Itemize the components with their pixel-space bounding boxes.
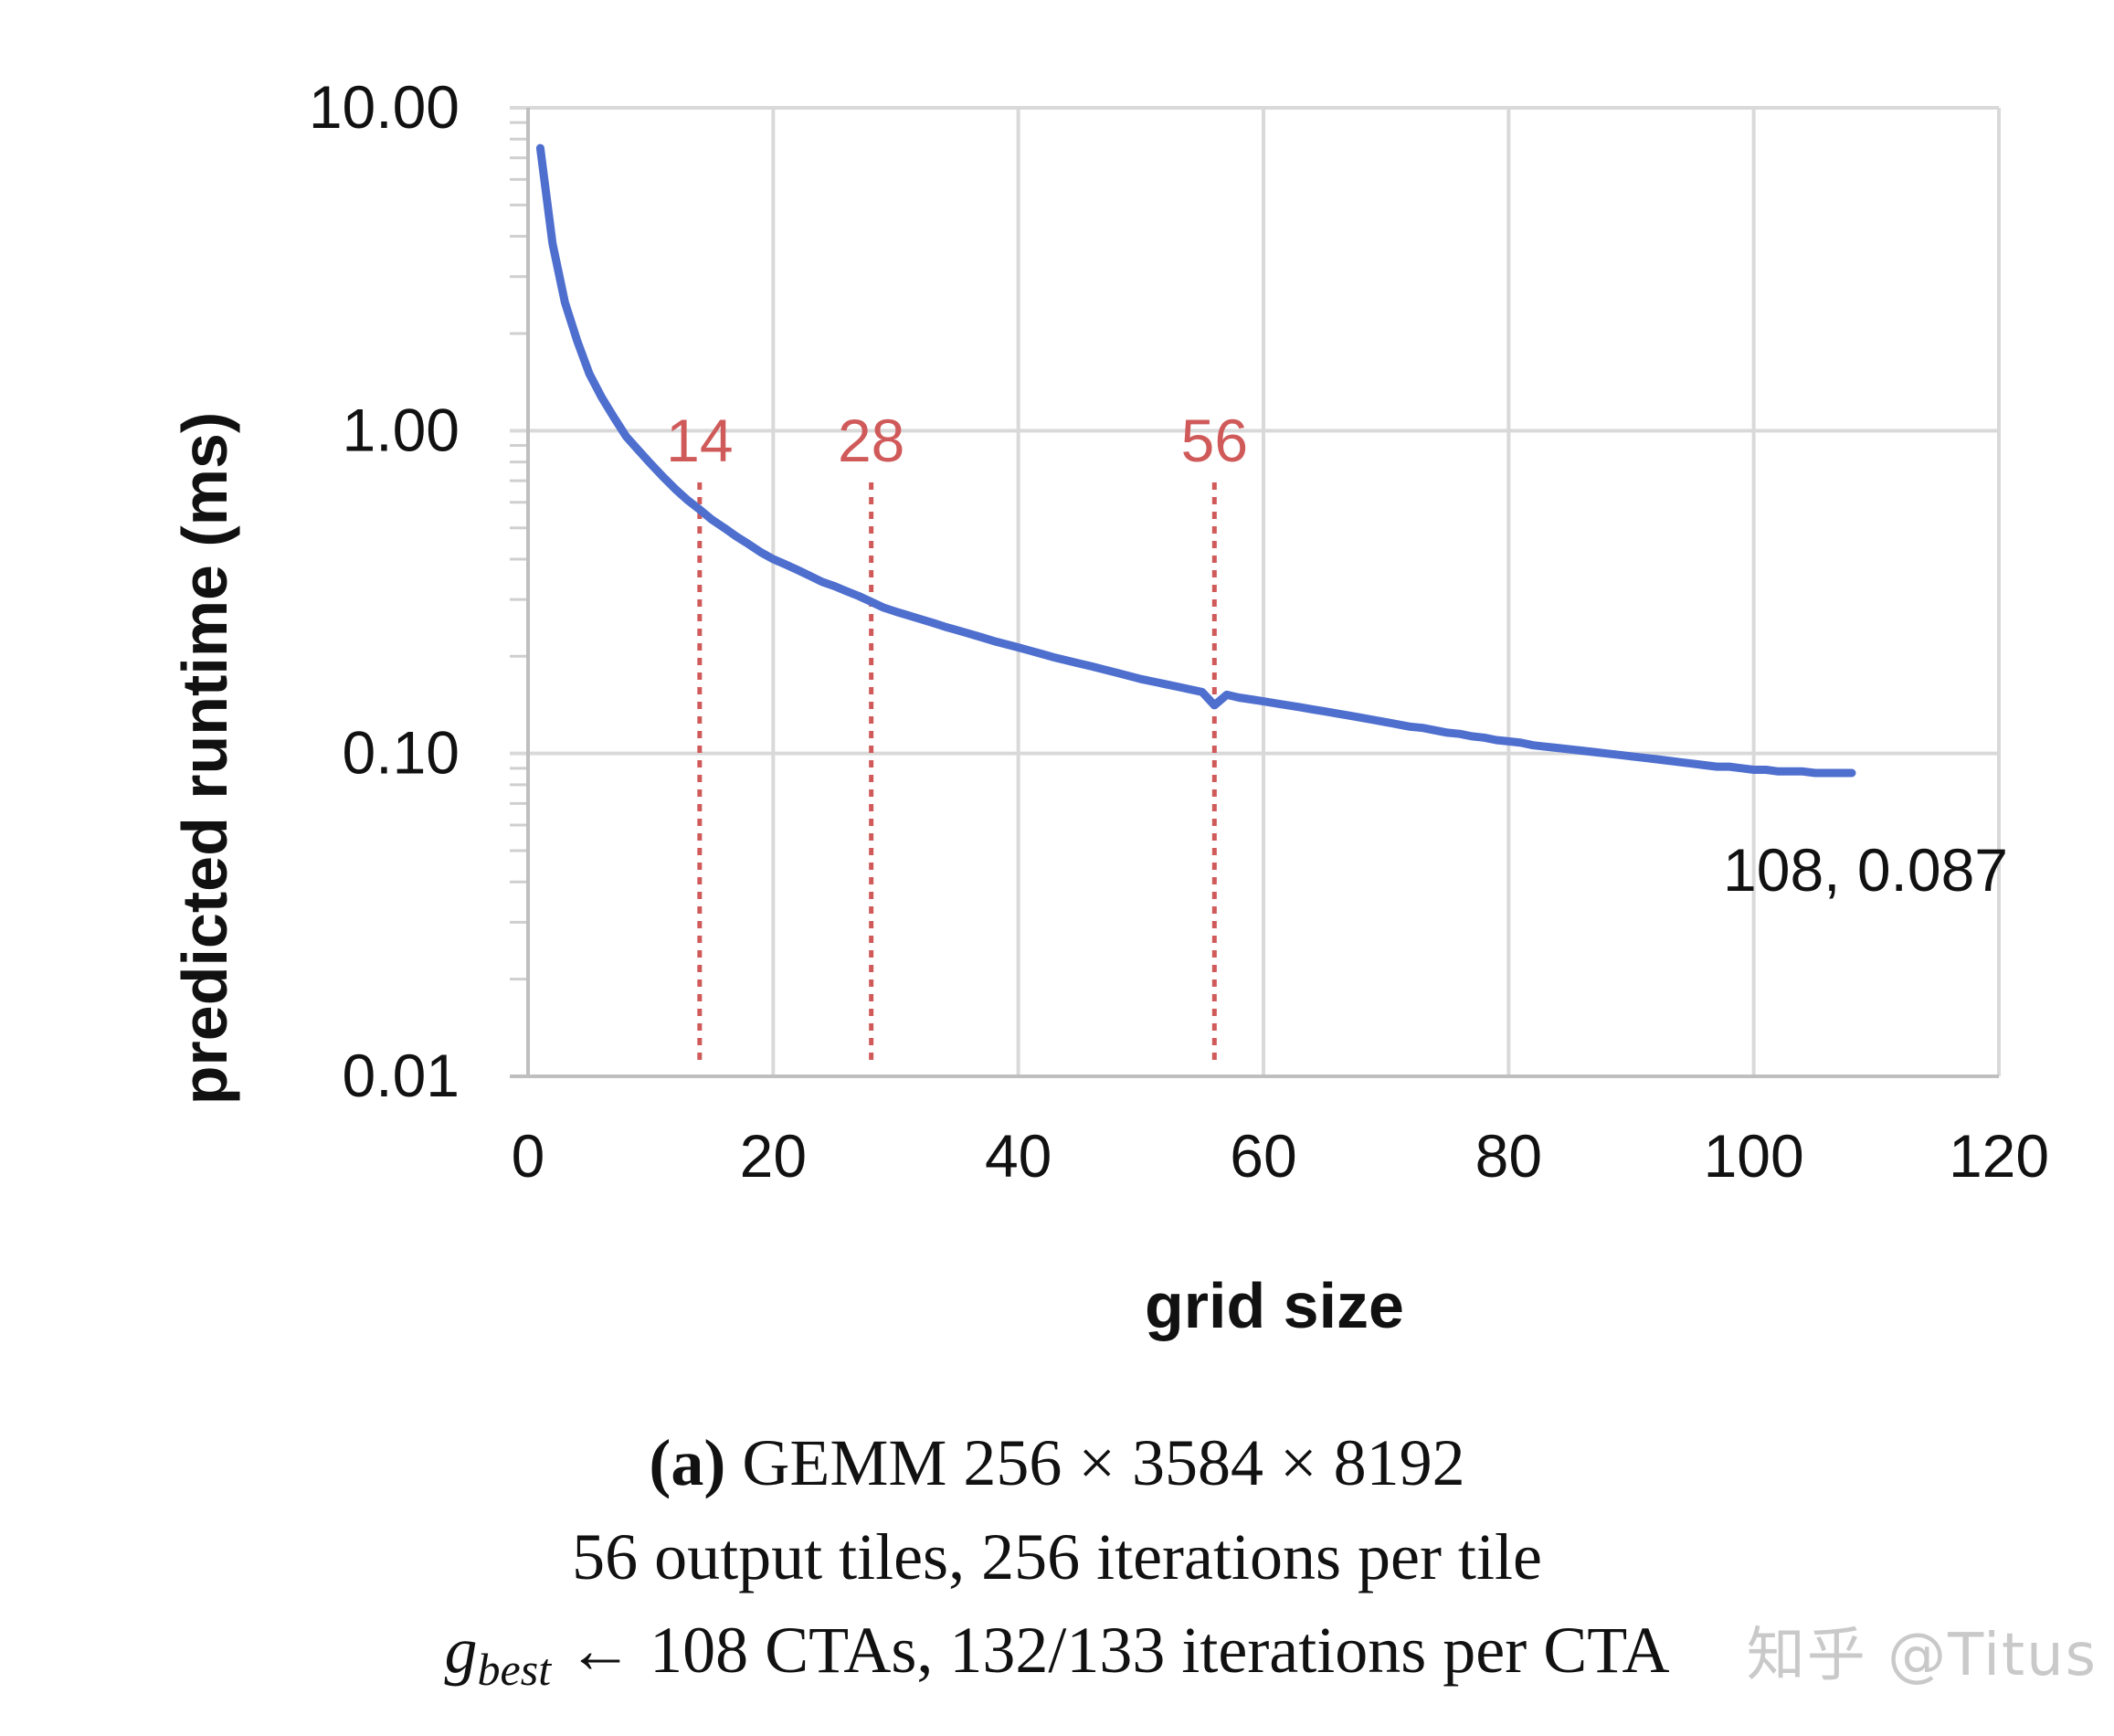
tick-labels: 0 20 40 60 80 100 120 0.01 0.10 1.00 10.00 (309, 73, 2049, 1190)
g-symbol: g (444, 1614, 478, 1687)
last-point-annotation: 108, 0.087 (1723, 836, 2008, 904)
runtime-chart: 14 28 56 0 20 40 60 80 100 1200.010.101.0010.00 … (169, 73, 2049, 1341)
x-tick-label: 80 (1475, 1122, 1542, 1190)
y-tick-label: 0.01 (343, 1042, 460, 1109)
caption-line-3: ← 108 CTAs, 132/133 iterations per CTA (567, 1614, 1670, 1687)
axes (510, 108, 1999, 1078)
x-tick-label: 40 (985, 1122, 1052, 1190)
x-tick-label: 60 (1230, 1122, 1296, 1190)
reference-label-14: 14 (666, 407, 733, 474)
g-subscript: best (477, 1644, 552, 1695)
series-line (535, 143, 1856, 778)
x-tick-label: 100 (1704, 1122, 1804, 1190)
reference-label-56: 56 (1181, 407, 1248, 474)
reference-lines: 14 28 56 (666, 407, 1248, 1067)
log-minor-ticks (510, 121, 528, 981)
x-axis-label: grid size (1145, 1270, 1404, 1341)
caption-line-3-wrapper: gbest ← 108 CTAs, 132/133 iterations per… (0, 1617, 2114, 1692)
y-tick-label: 10.00 (309, 73, 460, 141)
watermark: 知乎 @Titus (1746, 1622, 2098, 1689)
y-tick-label: 1.00 (343, 396, 460, 463)
x-tick-label: 20 (740, 1122, 807, 1190)
grid-lines (510, 106, 2001, 1078)
y-tick-label: 0.10 (343, 719, 460, 787)
caption-line-1: GEMM 256 × 3584 × 8192 (742, 1426, 1465, 1499)
caption-title: (a) GEMM 256 × 3584 × 8192 (0, 1430, 2114, 1496)
x-tick-label: 120 (1949, 1122, 2049, 1190)
caption-label: (a) (649, 1426, 726, 1499)
caption-line-2: 56 output tiles, 256 iterations per tile (572, 1520, 1542, 1593)
x-tick-label: 0 (512, 1122, 545, 1190)
series (535, 143, 1856, 778)
reference-label-28: 28 (838, 407, 904, 474)
y-axis-label: predicted runtime (ms) (169, 412, 240, 1105)
